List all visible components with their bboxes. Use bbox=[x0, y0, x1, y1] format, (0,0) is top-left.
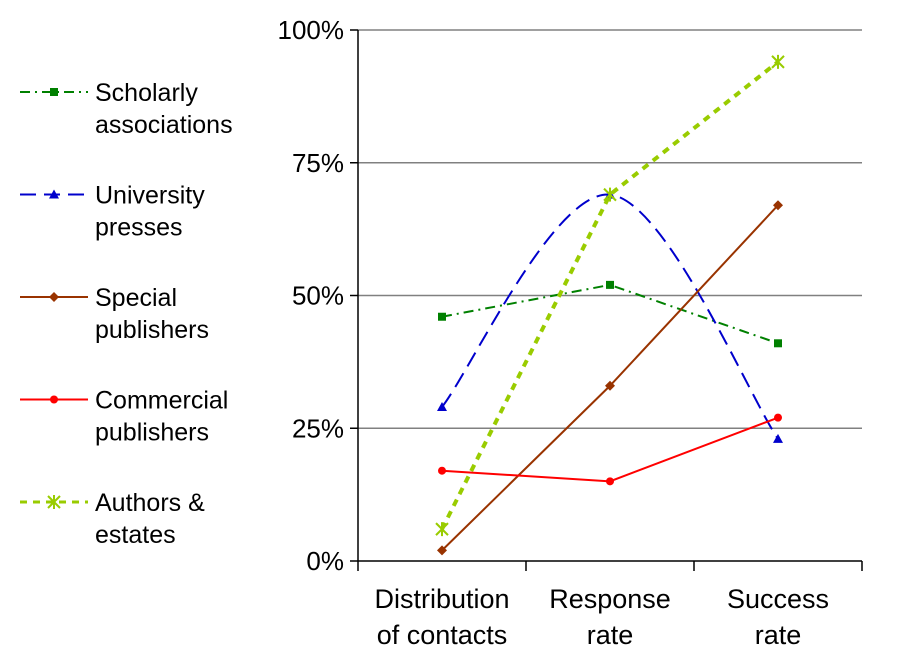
x-category-labels: Distribution of contacts Response rate Succe… bbox=[374, 584, 829, 650]
data-point bbox=[437, 402, 447, 412]
series-lines bbox=[435, 54, 785, 556]
legend-label: Scholarly associations bbox=[95, 79, 233, 139]
data-point bbox=[606, 477, 614, 486]
series-0 bbox=[438, 280, 782, 348]
legend-marker bbox=[50, 395, 58, 404]
y-tick-label: 100% bbox=[278, 15, 345, 45]
x-category-label: Success rate bbox=[727, 584, 829, 650]
legend-item: Scholarly associations bbox=[20, 79, 233, 139]
legend-label: Special publishers bbox=[95, 284, 209, 344]
data-point bbox=[437, 545, 447, 556]
series-2 bbox=[437, 200, 783, 556]
data-point bbox=[438, 312, 446, 321]
legend-item: Special publishers bbox=[20, 284, 209, 344]
series-line bbox=[441, 204, 779, 552]
series-line bbox=[441, 193, 779, 440]
data-point bbox=[435, 522, 449, 537]
data-point bbox=[773, 200, 783, 211]
series-3 bbox=[438, 413, 782, 486]
legend-label: Authors & estates bbox=[95, 489, 205, 549]
data-point bbox=[774, 413, 782, 422]
data-point bbox=[773, 433, 783, 443]
data-point bbox=[605, 380, 615, 391]
y-tick-label: 0% bbox=[306, 546, 344, 576]
series-4 bbox=[435, 54, 785, 537]
gridlines bbox=[358, 29, 862, 429]
y-tick-label: 50% bbox=[292, 281, 344, 311]
legend-marker bbox=[47, 495, 61, 509]
legend-item: University presses bbox=[20, 182, 205, 242]
legend-marker bbox=[49, 292, 59, 302]
legend: Scholarly associations University presses Sp… bbox=[20, 79, 233, 549]
series-line bbox=[441, 283, 779, 345]
legend-item: Commercial publishers bbox=[20, 387, 228, 447]
legend-label: Commercial publishers bbox=[95, 387, 228, 447]
data-point bbox=[771, 54, 785, 69]
axes bbox=[350, 29, 863, 571]
x-category-label: Distribution of contacts bbox=[374, 584, 509, 650]
legend-item: Authors & estates bbox=[20, 489, 205, 549]
legend-label: University presses bbox=[95, 182, 205, 242]
x-category-label: Response rate bbox=[549, 584, 671, 650]
data-point bbox=[603, 187, 617, 202]
legend-marker bbox=[50, 88, 58, 96]
data-point bbox=[438, 466, 446, 475]
y-tick-label: 75% bbox=[292, 148, 344, 178]
data-point bbox=[606, 280, 614, 289]
series-line bbox=[441, 416, 779, 483]
data-point bbox=[774, 339, 782, 348]
y-tick-label: 25% bbox=[292, 413, 344, 443]
series-1 bbox=[437, 189, 783, 443]
legend-marker bbox=[49, 189, 59, 199]
y-tick-labels: 0% 25% 50% 75% 100% bbox=[278, 15, 345, 576]
